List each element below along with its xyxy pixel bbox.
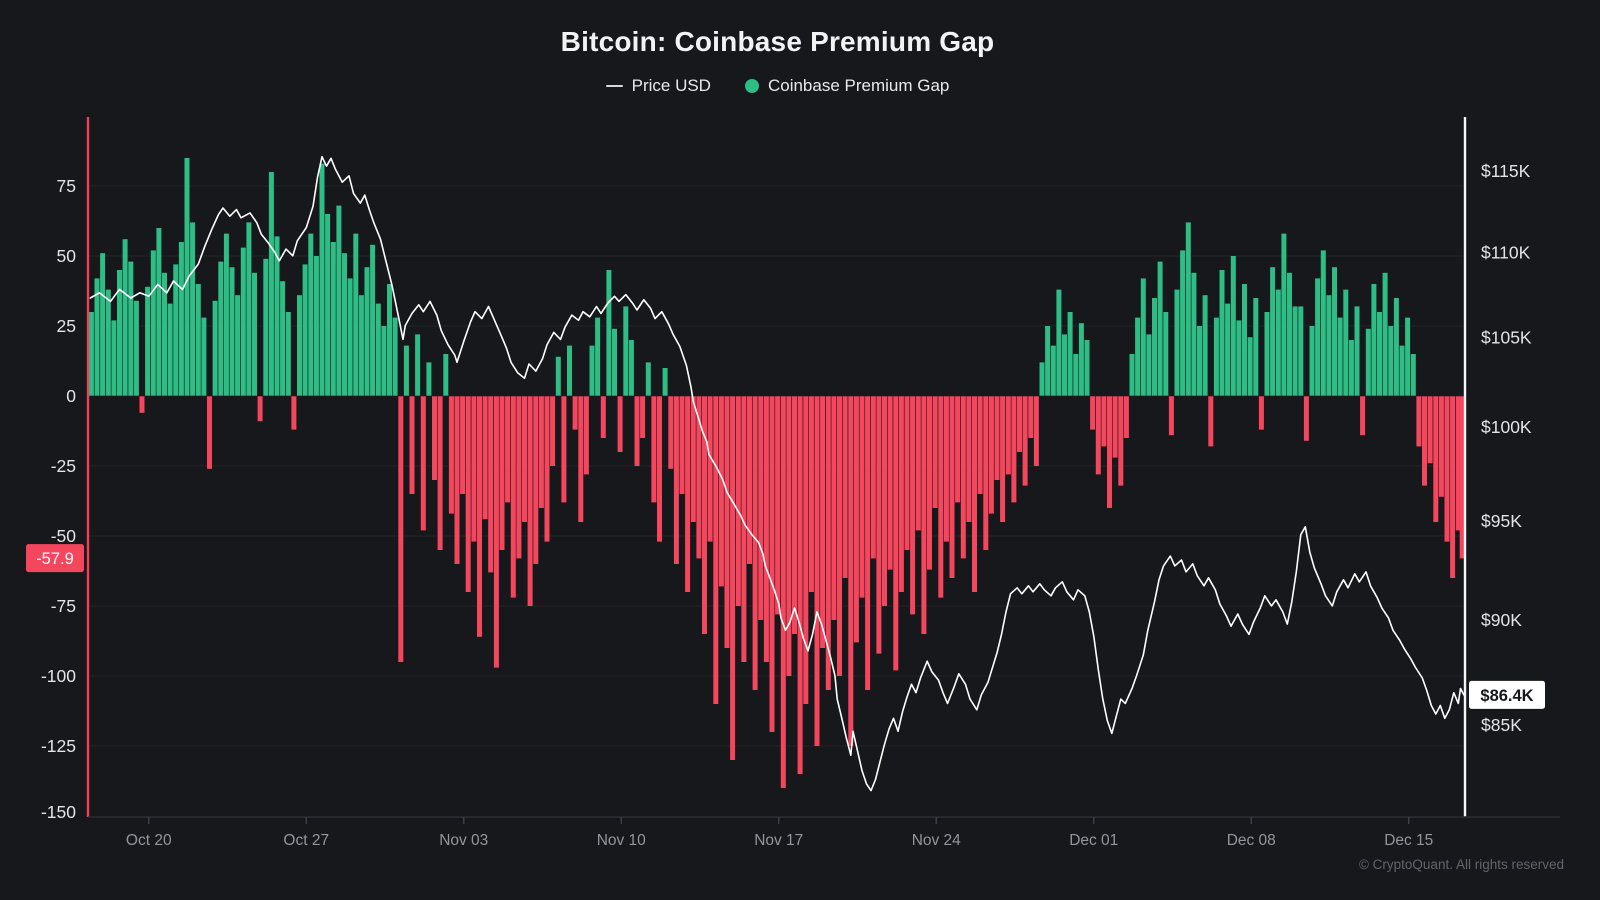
svg-text:$86.4K: $86.4K bbox=[1480, 687, 1533, 705]
svg-text:Dec 01: Dec 01 bbox=[1069, 832, 1118, 849]
svg-text:$105K: $105K bbox=[1481, 328, 1532, 348]
legend-price-label: Price USD bbox=[631, 76, 711, 95]
svg-text:25: 25 bbox=[57, 316, 76, 336]
legend-item-price[interactable]: Price USD bbox=[605, 76, 711, 96]
svg-text:-25: -25 bbox=[51, 456, 76, 476]
svg-text:$100K: $100K bbox=[1481, 417, 1532, 437]
current-premium-badge: -57.9 bbox=[26, 544, 84, 573]
svg-text:-50: -50 bbox=[51, 526, 77, 546]
svg-text:Nov 03: Nov 03 bbox=[439, 832, 488, 849]
premium-gap-bars bbox=[88, 158, 1465, 788]
svg-text:-125: -125 bbox=[41, 736, 76, 756]
svg-text:$85K: $85K bbox=[1481, 715, 1522, 735]
svg-text:-75: -75 bbox=[51, 596, 76, 616]
svg-text:Dec 08: Dec 08 bbox=[1227, 832, 1276, 849]
svg-text:Nov 24: Nov 24 bbox=[912, 832, 961, 849]
premium-gap-dot-icon bbox=[744, 79, 759, 93]
svg-text:50: 50 bbox=[57, 246, 77, 266]
svg-text:-150: -150 bbox=[41, 802, 76, 822]
svg-text:Oct 20: Oct 20 bbox=[126, 832, 172, 849]
legend-item-premium-gap[interactable]: Coinbase Premium Gap bbox=[744, 76, 950, 96]
watermark: © CryptoQuant. All rights reserved bbox=[1358, 857, 1564, 872]
svg-text:75: 75 bbox=[57, 176, 76, 196]
svg-text:-100: -100 bbox=[41, 666, 76, 686]
right-axis-labels: $115K $110K $105K $100K $95K $90K $85K bbox=[1481, 161, 1532, 735]
svg-text:Nov 17: Nov 17 bbox=[754, 832, 803, 849]
price-line-icon bbox=[605, 85, 623, 87]
svg-text:Dec 15: Dec 15 bbox=[1384, 832, 1433, 849]
svg-text:Nov 10: Nov 10 bbox=[597, 832, 646, 849]
svg-text:-57.9: -57.9 bbox=[36, 550, 74, 568]
svg-text:$110K: $110K bbox=[1481, 242, 1531, 262]
x-axis: Oct 20 Oct 27 Nov 03 Nov 10 Nov 17 Nov 24 Dec … bbox=[126, 817, 1433, 849]
left-axis-labels: 75 50 25 0 -25 -50 -75 -100 -125 -150 bbox=[41, 176, 76, 822]
svg-text:$90K: $90K bbox=[1481, 610, 1522, 630]
svg-text:$95K: $95K bbox=[1481, 511, 1522, 531]
legend-premium-gap-label: Coinbase Premium Gap bbox=[767, 76, 950, 95]
page-title: Bitcoin: Coinbase Premium Gap bbox=[560, 26, 995, 57]
svg-text:$115K: $115K bbox=[1481, 161, 1531, 181]
chart-legend: Price USD Coinbase Premium Gap bbox=[0, 76, 1555, 96]
price-line bbox=[89, 155, 1465, 792]
current-price-badge: $86.4K bbox=[1469, 680, 1545, 709]
svg-text:0: 0 bbox=[66, 386, 76, 406]
svg-text:Oct 27: Oct 27 bbox=[283, 832, 329, 849]
